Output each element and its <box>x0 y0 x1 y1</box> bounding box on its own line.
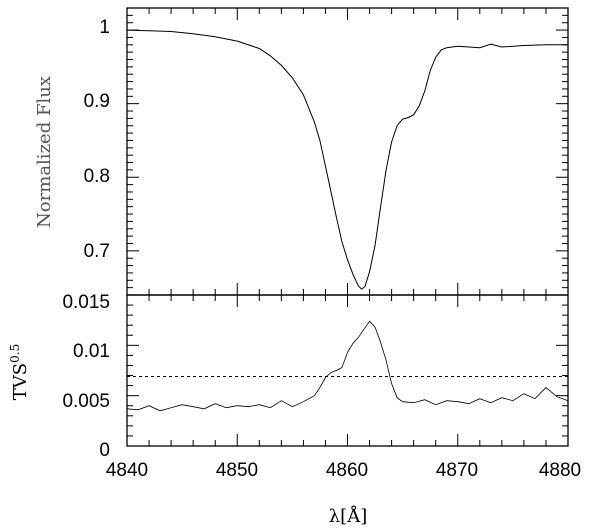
bottom-y-tick-label: 0.005 <box>62 391 110 412</box>
x-tick-labels: 4840 4850 4860 4870 4880 <box>106 460 581 481</box>
bottom-panel-ticks <box>126 294 569 447</box>
flux-series-line <box>126 29 568 290</box>
x-tick-label: 4880 <box>539 460 581 481</box>
x-tick-label: 4860 <box>326 460 368 481</box>
x-tick-label: 4840 <box>106 460 148 481</box>
bottom-y-tick-label: 0 <box>99 440 110 461</box>
top-panel-frame <box>126 7 569 296</box>
bottom-panel-frame <box>126 294 569 447</box>
bottom-y-tick-label: 0.01 <box>73 341 110 362</box>
top-y-tick-label: 0.9 <box>84 91 110 112</box>
x-axis-title: λ[Å] <box>329 505 367 527</box>
x-tick-label: 4870 <box>436 460 478 481</box>
top-y-tick-label: 0.8 <box>84 166 110 187</box>
tvs-series-line <box>126 320 569 412</box>
top-y-tick-label: 1 <box>99 17 110 38</box>
bottom-y-tick-label: 0.015 <box>62 292 110 313</box>
bottom-y-tick-labels: 0.015 0.01 0.005 0 <box>62 292 110 461</box>
tvs-exponent: 0.5 <box>8 344 22 363</box>
bottom-y-axis-title: TVS0.5 <box>8 344 31 400</box>
top-y-tick-labels: 1 0.9 0.8 0.7 <box>84 17 110 262</box>
tvs-label: TVS <box>10 363 31 400</box>
top-panel-ticks <box>126 8 569 295</box>
top-y-tick-label: 0.7 <box>84 241 110 262</box>
top-y-axis-title: Normalized Flux <box>34 76 55 228</box>
x-tick-label: 4850 <box>216 460 258 481</box>
